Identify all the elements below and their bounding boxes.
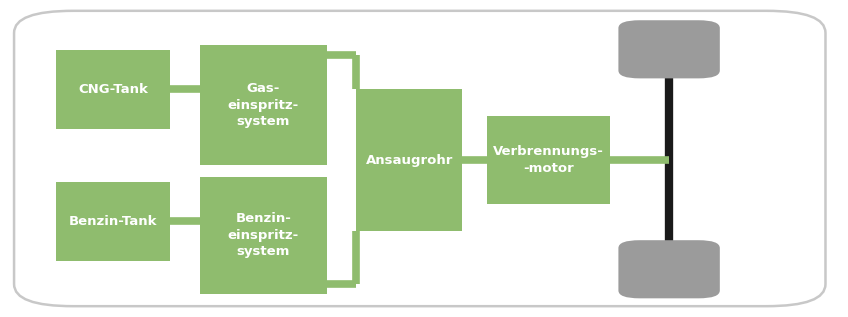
FancyBboxPatch shape [488, 116, 610, 204]
Text: Benzin-Tank: Benzin-Tank [70, 215, 158, 228]
FancyBboxPatch shape [14, 11, 825, 306]
Text: Benzin-
einspritz-
system: Benzin- einspritz- system [228, 212, 299, 258]
Text: Ansaugrohr: Ansaugrohr [365, 153, 453, 166]
Text: Verbrennungs-
-motor: Verbrennungs- -motor [494, 145, 604, 175]
FancyBboxPatch shape [56, 50, 170, 129]
FancyBboxPatch shape [200, 177, 326, 294]
Text: Gas-
einspritz-
system: Gas- einspritz- system [228, 82, 299, 128]
FancyBboxPatch shape [200, 45, 326, 165]
FancyBboxPatch shape [56, 182, 170, 261]
FancyBboxPatch shape [618, 240, 720, 298]
FancyBboxPatch shape [618, 20, 720, 78]
FancyBboxPatch shape [356, 89, 462, 231]
Text: CNG-Tank: CNG-Tank [79, 83, 148, 96]
